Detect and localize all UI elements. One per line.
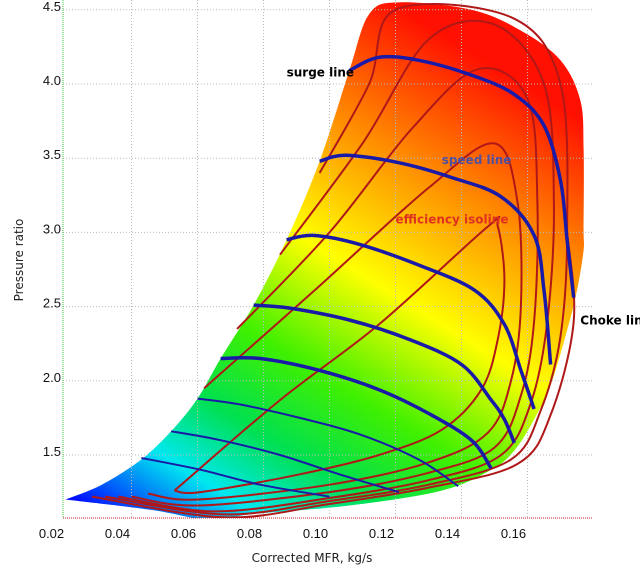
y-tick-label: 2.5 (43, 296, 61, 311)
y-tick-label: 2.0 (43, 370, 61, 385)
x-tick-label: 0.16 (501, 526, 526, 541)
surge-annotation: surge line (287, 66, 354, 80)
x-tick-label: 0.04 (105, 526, 130, 541)
map-surface (65, 2, 585, 518)
speed-line (197, 397, 459, 488)
efficiency-isoline (118, 19, 555, 513)
speed-line (141, 457, 330, 498)
x-tick-label: 0.10 (303, 526, 328, 541)
y-tick-label: 4.5 (43, 0, 61, 14)
efficiency-isoline (147, 142, 523, 501)
x-tick-label: 0.14 (435, 526, 460, 541)
y-tick-label: 3.5 (43, 147, 61, 162)
speed-line (253, 303, 516, 444)
speed-line (220, 355, 493, 470)
y-tick-label: 1.5 (43, 444, 61, 459)
x-tick-label: 0.02 (39, 526, 64, 541)
speed-line (319, 153, 553, 365)
speed-annotation: speed line (442, 153, 512, 167)
y-tick-label: 3.0 (43, 221, 61, 236)
efficiency-isoline (91, 232, 576, 518)
efficiency-isoline (104, 3, 569, 516)
y-tick-label: 4.0 (43, 73, 61, 88)
speed-line (170, 430, 400, 494)
annotations: surge line speed line efficiency isoline Ch… (287, 66, 640, 328)
efficiency-annotation: efficiency isoline (396, 212, 509, 226)
efficiency-isolines (91, 3, 576, 518)
efficiency-isoline (131, 67, 539, 507)
y-axis-label: Pressure ratio (12, 219, 26, 302)
x-tick-label: 0.08 (237, 526, 262, 541)
speed-line (348, 54, 576, 298)
x-tick-label: 0.06 (171, 526, 196, 541)
speed-line (286, 233, 536, 410)
x-tick-label: 0.12 (369, 526, 394, 541)
choke-annotation: Choke line (580, 313, 640, 327)
map-surface-area (65, 2, 585, 518)
x-axis-label: Corrected MFR, kg/s (252, 551, 373, 565)
speed-lines (141, 54, 576, 498)
tick-labels: 0.02 0.04 0.06 0.08 0.10 0.12 0.14 0.16 1.5 2.0 2.… (39, 0, 526, 541)
